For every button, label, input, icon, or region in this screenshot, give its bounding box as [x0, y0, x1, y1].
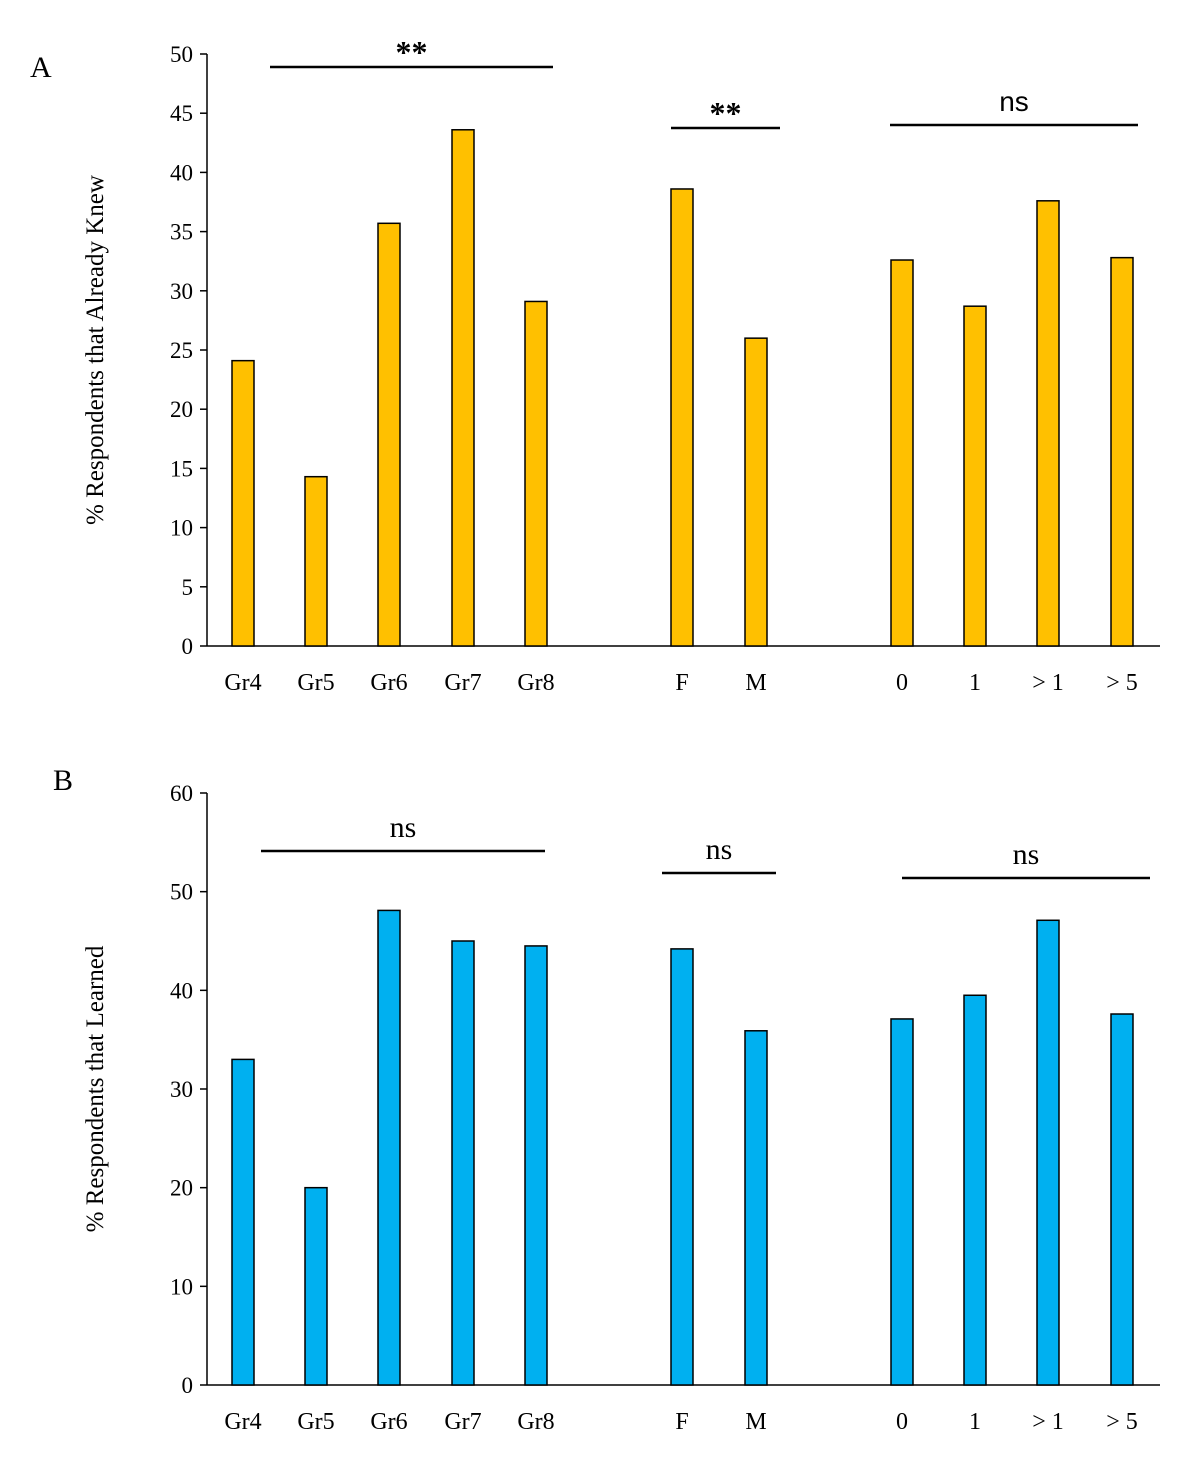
bar-Gr6 — [377, 222, 401, 647]
bar-Gr7 — [451, 129, 475, 647]
y-tick-label: 25 — [170, 338, 193, 363]
bar-Gr8 — [524, 300, 548, 647]
y-tick-label: 50 — [170, 42, 193, 67]
y-tick-label: 30 — [170, 279, 193, 304]
x-tick-label: Gr6 — [370, 670, 407, 696]
bar-> 1 — [1036, 200, 1060, 647]
y-tick-label: 15 — [170, 456, 193, 481]
x-tick-label: 0 — [896, 1409, 908, 1435]
bar-Gr4 — [231, 1058, 255, 1386]
significance-label: ns — [390, 811, 417, 844]
bar-Gr5 — [304, 475, 328, 647]
x-tick-label: M — [745, 1409, 766, 1435]
x-tick-label: > 5 — [1106, 1409, 1138, 1435]
bar-Gr8 — [524, 945, 548, 1386]
significance-label: ** — [710, 95, 742, 131]
x-tick-label: 1 — [969, 670, 981, 696]
x-tick-label: 1 — [969, 1409, 981, 1435]
y-tick-label: 40 — [170, 160, 193, 185]
bar-F — [670, 188, 694, 647]
y-tick-label: 45 — [170, 101, 193, 126]
x-tick-label: Gr5 — [297, 1409, 334, 1435]
x-tick-label: Gr7 — [444, 670, 481, 696]
bar-> 5 — [1110, 256, 1134, 647]
bar-0 — [890, 1018, 914, 1386]
bar-> 1 — [1036, 919, 1060, 1386]
x-tick-label: Gr8 — [517, 1409, 554, 1435]
significance-label: ns — [999, 86, 1029, 117]
x-tick-label: Gr8 — [517, 670, 554, 696]
x-tick-label: > 1 — [1032, 1409, 1064, 1435]
y-tick-label: 20 — [170, 1176, 193, 1201]
x-tick-label: F — [675, 1409, 688, 1435]
bar-M — [744, 337, 768, 647]
y-tick-label: 35 — [170, 220, 193, 245]
x-tick-label: F — [675, 670, 688, 696]
y-tick-label: 50 — [170, 880, 193, 905]
x-tick-label: M — [745, 670, 766, 696]
bar-F — [670, 948, 694, 1386]
y-tick-label: 5 — [182, 575, 194, 600]
panel-label: A — [30, 51, 52, 84]
y-axis-label: % Respondents that Already Knew — [82, 175, 109, 525]
y-tick-label: 0 — [182, 1373, 194, 1398]
x-tick-label: Gr6 — [370, 1409, 407, 1435]
y-tick-label: 0 — [182, 634, 194, 659]
bar-Gr5 — [304, 1186, 328, 1386]
bar-0 — [890, 259, 914, 647]
y-tick-label: 60 — [170, 781, 193, 806]
x-tick-label: > 1 — [1032, 670, 1064, 696]
y-axis-label: % Respondents that Learned — [82, 945, 109, 1232]
y-tick-label: 40 — [170, 978, 193, 1003]
bar-Gr4 — [231, 359, 255, 647]
bar-M — [744, 1030, 768, 1386]
panel-label: B — [53, 764, 73, 797]
y-tick-label: 10 — [170, 1274, 193, 1299]
significance-label: ns — [706, 833, 733, 866]
y-tick-label: 10 — [170, 516, 193, 541]
bar-Gr7 — [451, 940, 475, 1386]
bar-1 — [963, 305, 987, 647]
x-tick-label: Gr5 — [297, 670, 334, 696]
y-tick-label: 20 — [170, 397, 193, 422]
bar-Gr6 — [377, 909, 401, 1386]
significance-label: ns — [1013, 838, 1040, 871]
x-tick-label: Gr7 — [444, 1409, 481, 1435]
significance-label: ** — [396, 34, 428, 70]
bar-1 — [963, 994, 987, 1386]
bar-> 5 — [1110, 1013, 1134, 1386]
y-tick-label: 30 — [170, 1077, 193, 1102]
x-tick-label: Gr4 — [224, 1409, 261, 1435]
x-tick-label: Gr4 — [224, 670, 261, 696]
x-tick-label: 0 — [896, 670, 908, 696]
x-tick-label: > 5 — [1106, 670, 1138, 696]
